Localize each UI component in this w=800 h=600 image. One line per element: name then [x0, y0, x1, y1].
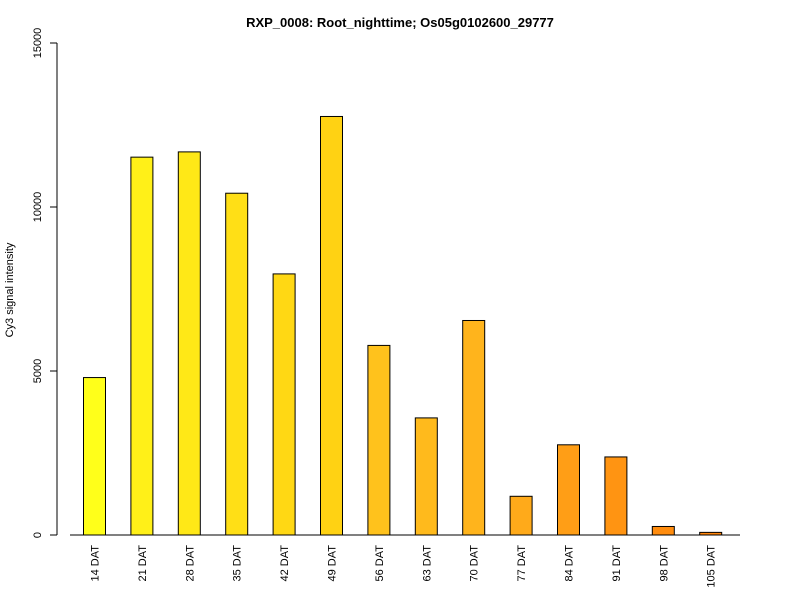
x-tick-label: 21 DAT — [137, 545, 149, 582]
x-tick-label: 70 DAT — [469, 545, 481, 582]
y-tick-label: 5000 — [32, 359, 44, 383]
bar — [130, 156, 154, 536]
x-tick-label: 42 DAT — [279, 545, 291, 582]
bar — [367, 344, 391, 536]
x-tick-label: 105 DAT — [706, 545, 718, 588]
x-tick-label: 63 DAT — [421, 545, 433, 582]
bar — [177, 151, 201, 536]
y-axis-ticks: 0 5000 10000 15000 — [32, 28, 57, 538]
x-tick-label: 28 DAT — [184, 545, 196, 582]
x-tick-label: 77 DAT — [516, 545, 528, 582]
x-tick-label: 14 DAT — [90, 545, 102, 582]
x-axis-labels: 14 DAT 21 DAT 28 DAT 35 DAT 42 DAT 49 DAT 56 D… — [90, 545, 718, 588]
x-tick-label: 56 DAT — [374, 545, 386, 582]
bar — [509, 495, 533, 536]
bar — [604, 456, 628, 536]
bar — [272, 273, 296, 536]
x-tick-label: 49 DAT — [327, 545, 339, 582]
x-tick-label: 98 DAT — [658, 545, 670, 582]
bar — [320, 115, 343, 536]
bars-group — [83, 115, 723, 536]
x-tick-label: 91 DAT — [611, 545, 623, 582]
y-tick-label: 0 — [32, 532, 44, 538]
y-tick-label: 10000 — [32, 192, 44, 223]
bar — [651, 525, 675, 536]
bar — [414, 417, 438, 536]
x-tick-label: 84 DAT — [564, 545, 576, 582]
y-tick-label: 15000 — [32, 28, 44, 59]
bar — [557, 444, 580, 536]
chart-title: RXP_0008: Root_nighttime; Os05g0102600_2… — [246, 15, 554, 30]
y-axis-label: Cy3 signal intensity — [4, 242, 16, 337]
bar — [462, 319, 486, 536]
bar — [225, 192, 249, 536]
bar — [83, 377, 106, 536]
bar — [699, 531, 723, 536]
x-tick-label: 35 DAT — [232, 545, 244, 582]
